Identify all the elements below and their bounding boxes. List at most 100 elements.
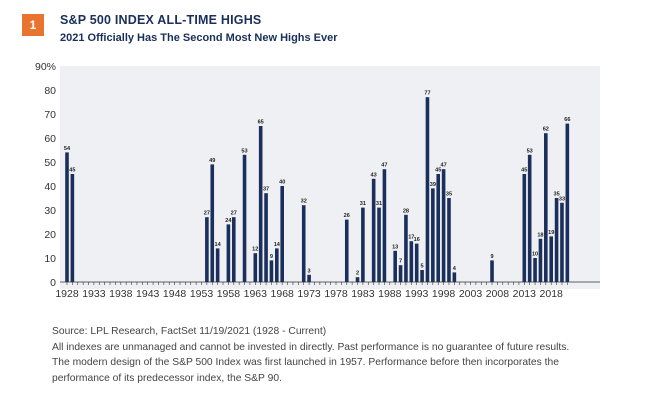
bar-value-label: 31 (376, 201, 382, 207)
chart-subtitle: 2021 Officially Has The Second Most New … (60, 32, 338, 44)
bar-value-label: 47 (381, 163, 387, 169)
bar (344, 219, 349, 282)
bar-value-label: 24 (225, 218, 232, 224)
bar (253, 253, 258, 282)
bar (382, 169, 387, 282)
bar (242, 154, 247, 282)
bar (560, 202, 564, 282)
y-tick-label: 30 (44, 205, 56, 217)
bar (355, 277, 360, 282)
x-tick-label: 1988 (378, 288, 402, 300)
bar-value-label: 9 (490, 254, 493, 260)
bar-value-label: 53 (527, 148, 533, 154)
chart-number-badge: 1 (22, 14, 44, 36)
bar (226, 224, 231, 282)
x-tick-label: 2003 (459, 288, 483, 300)
bar-value-label: 47 (440, 163, 446, 169)
x-tick-label: 1973 (297, 288, 321, 300)
disclaimer-note: All indexes are unmanaged and cannot be … (52, 341, 570, 353)
bar (205, 217, 209, 282)
bar (361, 207, 365, 282)
y-tick-label: 50 (44, 157, 56, 169)
bar-value-label: 31 (360, 201, 366, 207)
bar-value-label: 18 (537, 232, 543, 238)
bar-value-label: 45 (435, 168, 441, 174)
bar (533, 258, 537, 282)
x-tick-label: 1928 (55, 288, 79, 300)
bar-value-label: 14 (215, 242, 222, 248)
bar-value-label: 45 (69, 168, 75, 174)
x-tick-label: 2018 (540, 288, 564, 300)
bar (447, 198, 451, 282)
bar-value-label: 35 (553, 192, 559, 198)
bar-value-label: 3 (308, 268, 311, 274)
bar-value-label: 62 (543, 127, 549, 133)
bar-value-label: 65 (258, 120, 264, 126)
bar (275, 248, 279, 282)
y-tick-label: 20 (44, 229, 56, 241)
bar-value-label: 27 (204, 211, 210, 217)
bar (409, 241, 414, 282)
bar-value-label: 66 (564, 117, 570, 123)
x-axis: 1928 1933 1938 1943 1948 1953 1958 1963 1968 1973… (55, 281, 600, 300)
x-tick-label: 1968 (271, 288, 295, 300)
bar (377, 207, 381, 282)
bar-value-label: 19 (548, 230, 554, 236)
bar (554, 198, 559, 282)
bar-value-label: 33 (559, 196, 565, 202)
y-tick-label: 60 (44, 133, 56, 145)
x-tick-label: 2008 (486, 288, 510, 300)
bar-value-label: 2 (356, 271, 359, 277)
bar (425, 97, 430, 282)
y-tick-label: 90% (35, 61, 56, 73)
bar-value-label: 13 (392, 244, 398, 250)
bar-value-label: 45 (521, 168, 527, 174)
bar-value-label: 28 (403, 208, 409, 214)
bar-labels: 5445274914242753126537914403232623143314… (64, 91, 571, 277)
bar (414, 243, 419, 282)
bar-value-label: 10 (532, 252, 538, 258)
bar-value-label: 4 (453, 266, 457, 272)
bar-value-label: 5 (421, 264, 424, 270)
bar (65, 152, 69, 282)
y-tick-label: 70 (44, 109, 56, 121)
bar-value-label: 49 (209, 158, 215, 164)
x-tick-label: 1948 (163, 288, 187, 300)
bar (490, 260, 494, 282)
y-tick-label: 40 (44, 181, 56, 193)
bar-value-label: 39 (430, 182, 436, 188)
bar (371, 178, 376, 282)
plot-background (60, 66, 600, 289)
chart-title: S&P 500 INDEX ALL-TIME HIGHS (60, 13, 262, 27)
bar (538, 238, 543, 282)
bar (431, 188, 435, 282)
x-tick-label: 1978 (324, 288, 348, 300)
bar (436, 174, 441, 282)
bar-value-label: 26 (344, 213, 350, 219)
bar-value-label: 40 (279, 180, 285, 186)
bar (522, 174, 527, 282)
index-design-note: The modern design of the S&P 500 Index w… (52, 357, 559, 384)
bar-value-label: 43 (371, 172, 377, 178)
bar-value-label: 9 (270, 254, 273, 260)
bar (527, 154, 532, 282)
bar (301, 205, 306, 282)
bar-value-label: 14 (274, 242, 281, 248)
bar (565, 123, 570, 282)
bar-value-label: 37 (263, 187, 269, 193)
bar-value-label: 35 (446, 192, 452, 198)
bar-value-label: 16 (414, 237, 420, 243)
x-tick-label: 1958 (217, 288, 241, 300)
bar-value-label: 12 (252, 247, 258, 253)
source-note: Source: LPL Research, FactSet 11/19/2021… (52, 326, 327, 337)
x-tick-label: 1938 (109, 288, 133, 300)
bar (280, 186, 284, 282)
x-tick-label: 1943 (136, 288, 160, 300)
bar (210, 164, 215, 282)
y-tick-label: 80 (44, 85, 56, 97)
footnotes: Source: LPL Research, FactSet 11/19/2021… (52, 324, 612, 386)
bar (269, 260, 274, 282)
x-tick-label: 1993 (405, 288, 429, 300)
x-tick-label: 1953 (190, 288, 214, 300)
